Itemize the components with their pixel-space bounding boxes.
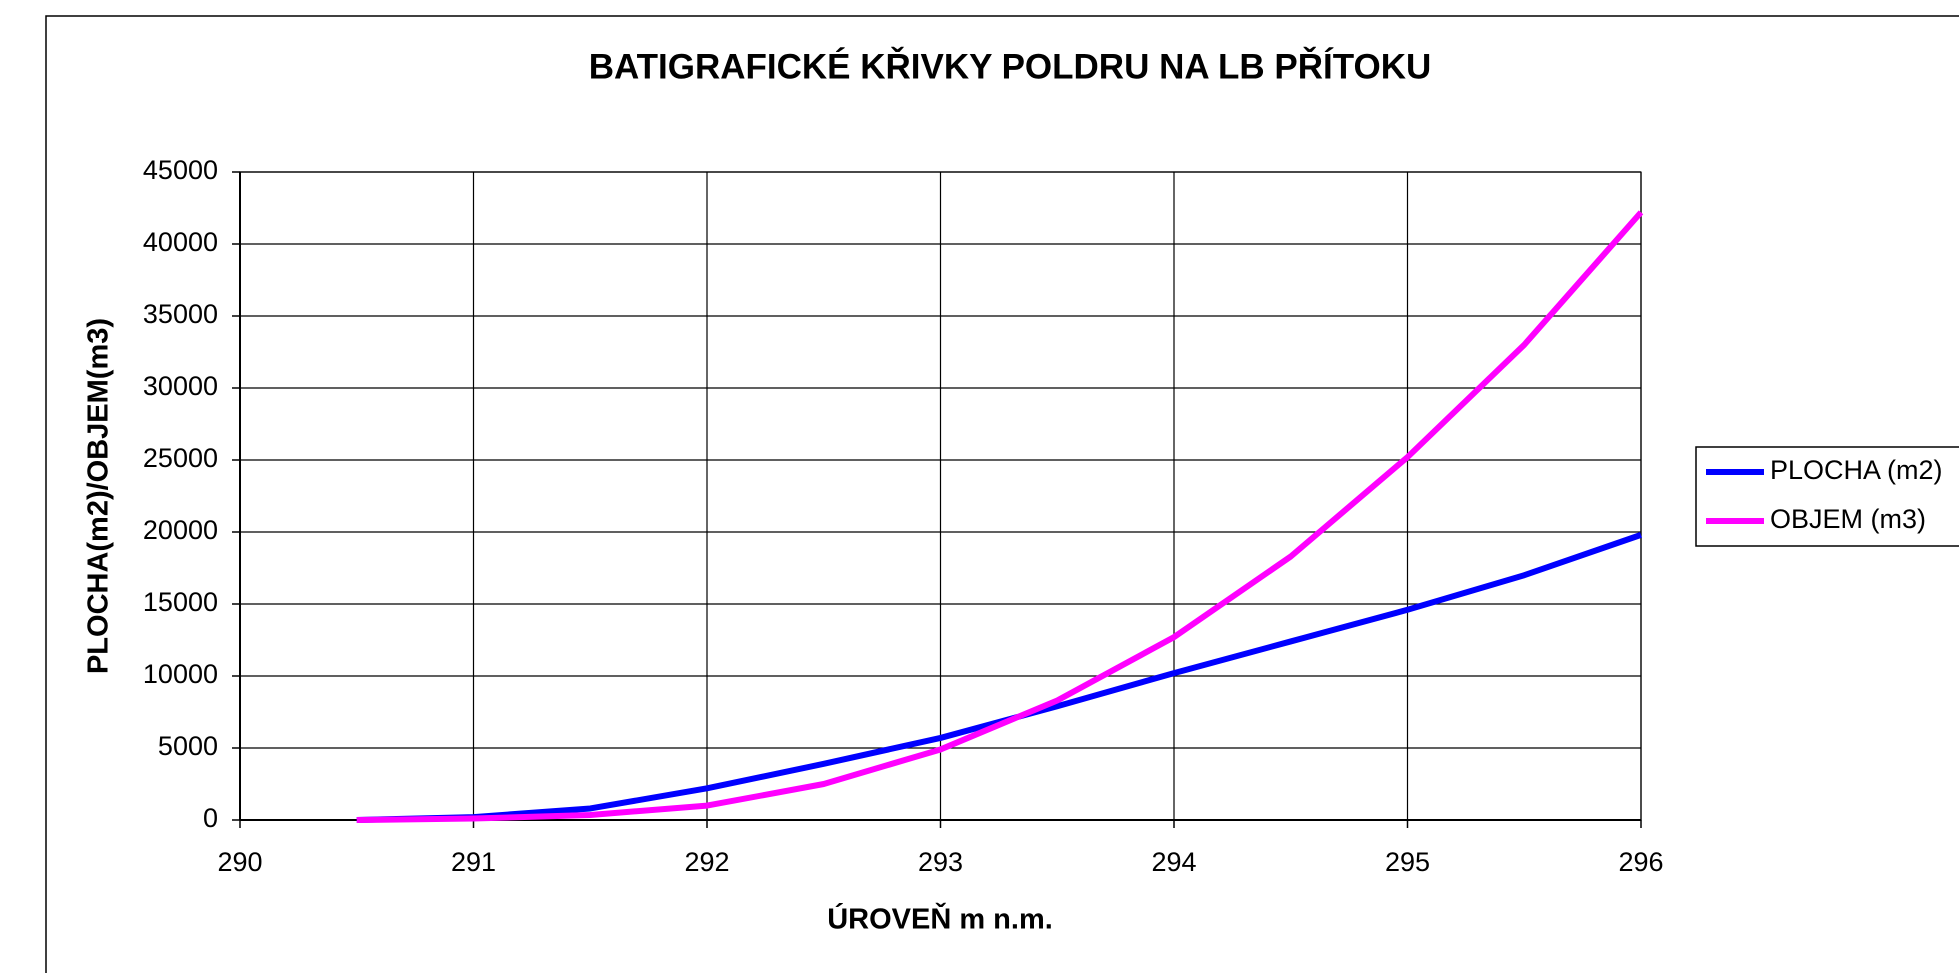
y-tick-label: 40000 — [143, 227, 218, 257]
y-tick-label: 30000 — [143, 371, 218, 401]
y-tick-label: 20000 — [143, 515, 218, 545]
x-tick-label: 290 — [217, 847, 262, 877]
x-tick-label: 295 — [1385, 847, 1430, 877]
legend-box — [1695, 446, 1959, 547]
x-axis-title: ÚROVEŇ m n.m. — [827, 902, 1053, 936]
y-tick-label: 15000 — [143, 587, 218, 617]
x-tick-label: 296 — [1618, 847, 1663, 877]
x-tick-label: 291 — [451, 847, 496, 877]
y-tick-label: 5000 — [158, 731, 218, 761]
y-tick-label: 25000 — [143, 443, 218, 473]
x-tick-label: 293 — [918, 847, 963, 877]
data-line — [356, 210, 1644, 823]
legend-label: OBJEM (m3) — [1770, 504, 1926, 534]
legend-label: PLOCHA (m2) — [1770, 455, 1943, 485]
x-tick-label: 292 — [684, 847, 729, 877]
y-tick-label: 45000 — [143, 155, 218, 185]
y-tick-label: 35000 — [143, 299, 218, 329]
x-tick-label: 294 — [1151, 847, 1196, 877]
y-tick-label: 10000 — [143, 659, 218, 689]
y-tick-label: 0 — [203, 803, 218, 833]
chart-title: BATIGRAFICKÉ KŘIVKY POLDRU NA LB PŘÍTOKU — [589, 46, 1432, 86]
y-axis-title: PLOCHA(m2)/OBJEM(m3) — [83, 318, 115, 674]
